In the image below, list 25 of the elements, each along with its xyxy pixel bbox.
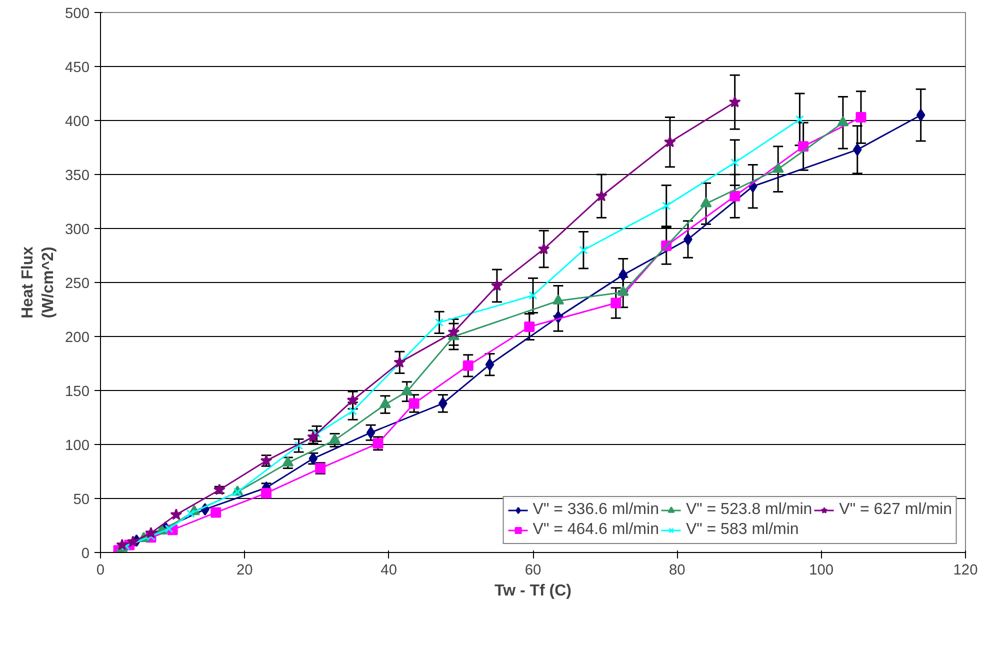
y-tick-label: 400 [65, 114, 90, 130]
legend-label: V" = 523.8 ml/min [686, 501, 812, 519]
y-axis-title: Heat Flux (W/cm^2) [20, 246, 58, 319]
y-tick-label: 350 [65, 168, 90, 184]
x-tick-label: 60 [524, 562, 542, 578]
y-tick-label: 200 [65, 330, 90, 346]
x-tick-label: 80 [669, 562, 686, 578]
y-tick-label: 0 [81, 546, 90, 562]
x-tick-label: 120 [953, 562, 978, 578]
x-tick-label: 0 [96, 562, 105, 578]
y-tick-label: 150 [65, 384, 90, 400]
legend-label: V" = 464.6 ml/min [532, 521, 659, 539]
y-tick-label: 100 [65, 438, 90, 454]
legend-label: V" = 627 ml/min [839, 501, 952, 519]
x-tick-label: 40 [380, 562, 397, 578]
legend-label: V" = 583 ml/min [686, 521, 799, 539]
y-tick-label: 300 [65, 222, 90, 238]
legend-label: V" = 336.6 ml/min [532, 501, 659, 519]
y-tick-label: 50 [73, 492, 90, 508]
y-tick-label: 250 [65, 276, 90, 292]
y-tick-label: 450 [65, 60, 90, 76]
x-tick-label: 100 [809, 562, 834, 578]
x-tick-label: 20 [236, 562, 253, 578]
y-tick-label: 500 [65, 6, 90, 22]
x-axis-title: Tw - Tf (C) [494, 582, 572, 600]
